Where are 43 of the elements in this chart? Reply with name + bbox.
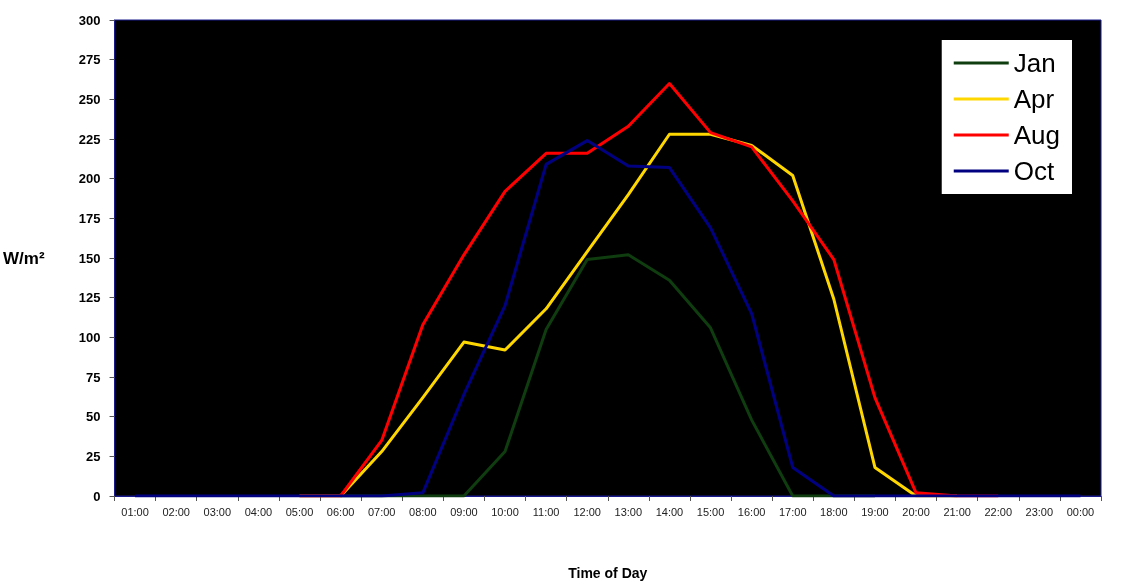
- x-tick-label: 11:00: [532, 505, 560, 518]
- x-tick-label: 20:00: [902, 505, 930, 518]
- y-tick-label: 175: [78, 210, 101, 226]
- x-tick-label: 13:00: [614, 505, 643, 518]
- x-tick-label: 00:00: [1066, 505, 1095, 518]
- y-tick-label: 125: [78, 290, 101, 306]
- x-tick-label: 22:00: [984, 505, 1013, 518]
- x-tick-label: 02:00: [162, 505, 190, 518]
- x-tick-label: 16:00: [737, 505, 766, 518]
- y-tick-label: 150: [78, 250, 101, 266]
- y-axis-title: W/m²: [3, 248, 45, 268]
- x-tick-label: 14:00: [655, 505, 684, 518]
- legend-label: Aug: [1013, 120, 1060, 150]
- y-tick-label: 100: [78, 329, 101, 345]
- y-tick-label: 200: [78, 171, 101, 187]
- legend-label: Oct: [1013, 156, 1055, 186]
- x-tick-label: 10:00: [491, 505, 519, 518]
- x-tick-label: 01:00: [121, 505, 149, 518]
- y-tick-label: 25: [86, 448, 101, 464]
- x-tick-label: 05:00: [285, 505, 314, 518]
- x-tick-label: 12:00: [573, 505, 601, 518]
- x-tick-label: 21:00: [943, 505, 971, 518]
- x-tick-label: 07:00: [367, 505, 396, 518]
- x-tick-label: 19:00: [861, 505, 889, 518]
- y-tick-label: 50: [86, 409, 101, 425]
- x-tick-label: 18:00: [820, 505, 848, 518]
- x-tick-label: 15:00: [696, 505, 725, 518]
- legend-label: Jan: [1013, 48, 1056, 78]
- x-tick-label: 17:00: [778, 505, 807, 518]
- x-tick-label: 04:00: [244, 505, 273, 518]
- y-tick-label: 250: [78, 91, 101, 107]
- y-tick-label: 275: [78, 52, 101, 68]
- legend-label: Apr: [1013, 84, 1055, 114]
- y-tick-label: 0: [93, 488, 101, 504]
- x-tick-label: 03:00: [203, 505, 232, 518]
- x-tick-label: 09:00: [450, 505, 478, 518]
- x-tick-label: 08:00: [409, 505, 437, 518]
- x-axis-title: Time of Day: [568, 565, 648, 581]
- y-tick-label: 75: [86, 369, 101, 385]
- x-tick-label: 23:00: [1025, 505, 1054, 518]
- y-tick-label: 225: [78, 131, 101, 147]
- y-tick-label: 300: [78, 12, 101, 28]
- x-tick-label: 06:00: [326, 505, 355, 518]
